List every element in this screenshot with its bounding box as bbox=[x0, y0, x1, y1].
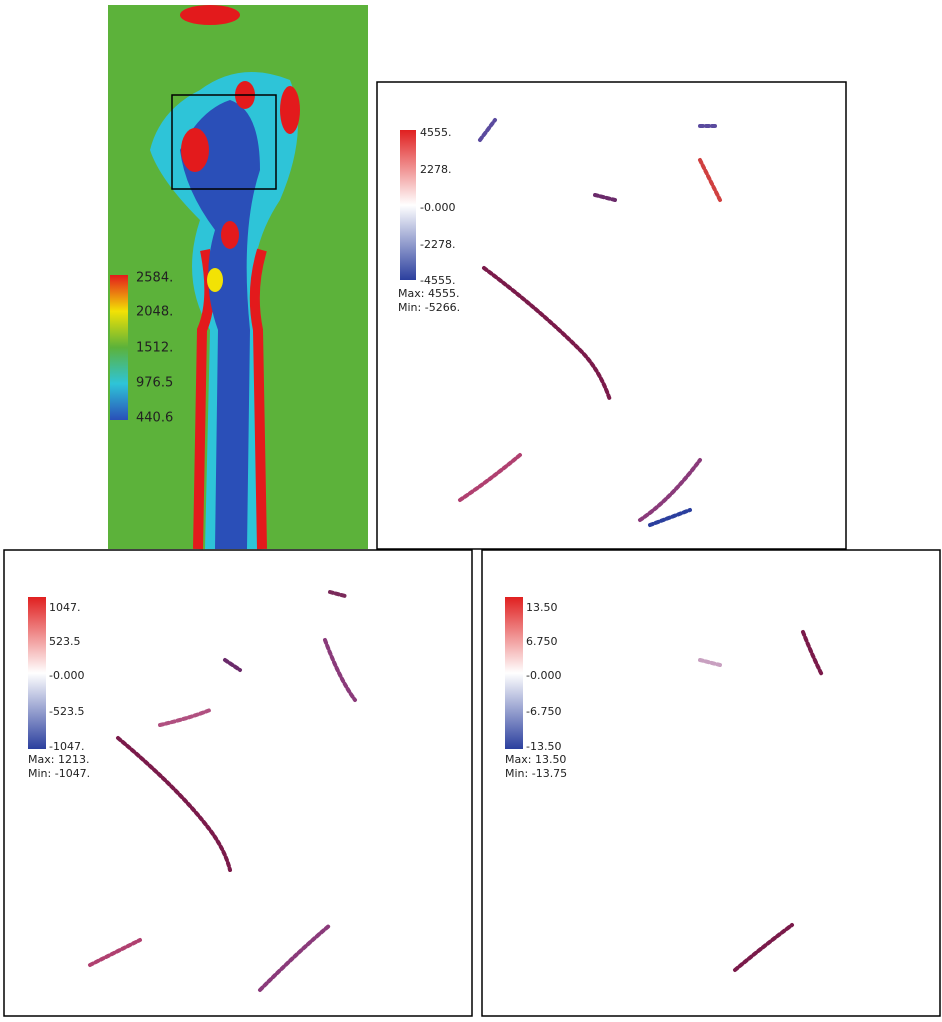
streak bbox=[801, 630, 824, 677]
streak bbox=[698, 158, 722, 202]
vortex bbox=[207, 268, 223, 292]
colorbar-label: -4555. bbox=[420, 274, 455, 287]
zoom-box bbox=[171, 94, 277, 190]
vortex bbox=[180, 5, 240, 25]
streak bbox=[593, 193, 617, 202]
vortex bbox=[280, 86, 300, 134]
max-label: Max: 13.50 bbox=[505, 753, 566, 766]
field-panel bbox=[108, 5, 368, 550]
vortex bbox=[221, 221, 239, 249]
colorbar bbox=[400, 130, 416, 280]
streak bbox=[323, 638, 357, 702]
plume-red bbox=[249, 248, 267, 550]
colorbar bbox=[28, 597, 46, 749]
streak bbox=[458, 453, 522, 502]
panel-frame bbox=[481, 549, 941, 1017]
colorbar-label: -0.000 bbox=[420, 201, 455, 214]
colorbar bbox=[505, 597, 523, 749]
colorbar bbox=[110, 275, 128, 420]
colorbar-label: -1047. bbox=[49, 740, 84, 753]
streak bbox=[116, 736, 232, 872]
streak bbox=[482, 266, 612, 402]
colorbar-label: -2278. bbox=[420, 238, 455, 251]
min-label: Min: -1047. bbox=[28, 767, 90, 780]
colorbar-label: 4555. bbox=[420, 126, 452, 139]
colorbar-label: -6.750 bbox=[526, 705, 561, 718]
colorbar-label: 1512. bbox=[136, 341, 173, 356]
colorbar-label: 2584. bbox=[136, 271, 173, 286]
colorbar-label: -523.5 bbox=[49, 705, 84, 718]
vortex bbox=[181, 128, 209, 172]
colorbar-label: 523.5 bbox=[49, 635, 81, 648]
colorbar-label: 1047. bbox=[49, 601, 81, 614]
colorbar-label: -0.000 bbox=[526, 669, 561, 682]
streak bbox=[158, 708, 212, 727]
streak bbox=[88, 938, 142, 967]
plume-red bbox=[193, 249, 215, 550]
colorbar-label: 13.50 bbox=[526, 601, 558, 614]
max-label: Max: 4555. bbox=[398, 287, 459, 300]
streak bbox=[648, 508, 692, 527]
colorbar-label: 440.6 bbox=[136, 411, 173, 426]
colorbar-label: -13.50 bbox=[526, 740, 561, 753]
min-label: Min: -5266. bbox=[398, 301, 460, 314]
panel bbox=[376, 81, 847, 550]
streak bbox=[258, 923, 332, 992]
min-label: Min: -13.75 bbox=[505, 767, 567, 780]
streak bbox=[223, 658, 242, 672]
max-label: Max: 1213. bbox=[28, 753, 89, 766]
labels: 2584. 2048. 1512. 976.5 440.6 4555. 2278. -0.00… bbox=[28, 126, 567, 780]
panel-frame bbox=[3, 549, 473, 1017]
streak bbox=[698, 658, 722, 667]
colorbar-label: 6.750 bbox=[526, 635, 558, 648]
streak bbox=[638, 458, 702, 522]
streak bbox=[733, 923, 794, 972]
plume-core bbox=[180, 100, 260, 549]
colorbar-label: 2048. bbox=[136, 305, 173, 320]
panel bbox=[481, 549, 941, 1017]
panel-frame bbox=[376, 81, 847, 550]
colorbar-label: 976.5 bbox=[136, 376, 173, 391]
colorbar-label: 2278. bbox=[420, 163, 452, 176]
colorbar-label: -0.000 bbox=[49, 669, 84, 682]
panel bbox=[3, 549, 473, 1017]
streak bbox=[328, 590, 347, 598]
streak bbox=[478, 118, 497, 142]
